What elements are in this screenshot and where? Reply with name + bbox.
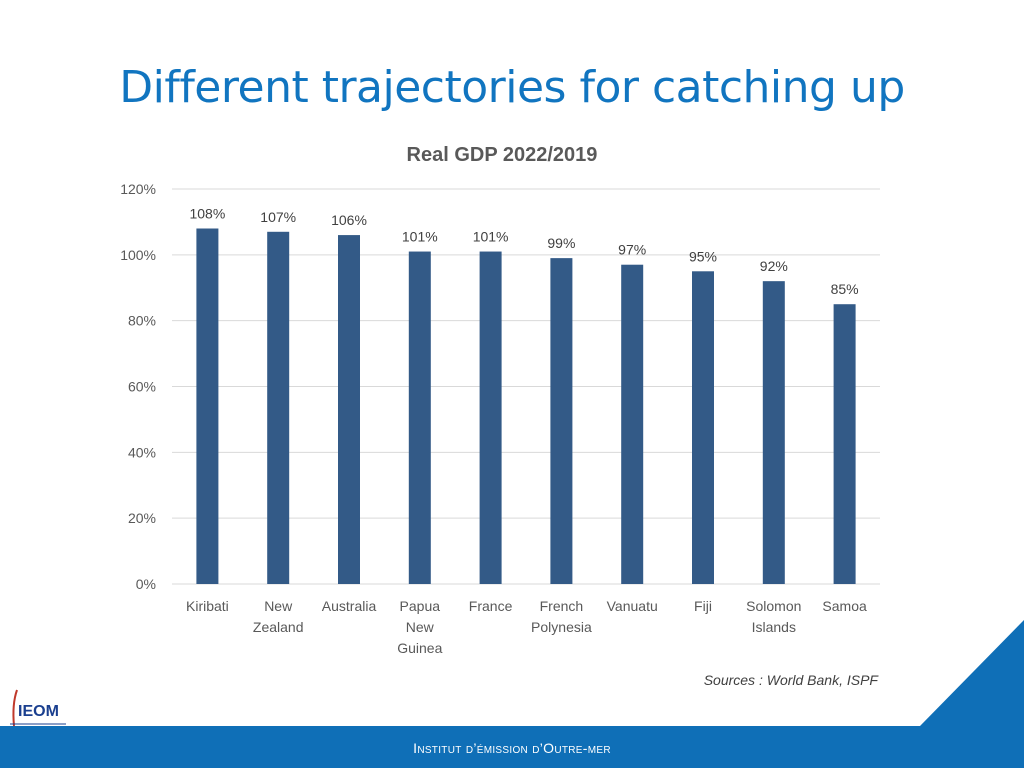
data-label: 99% [547,235,575,251]
x-tick-label: Solomon Islands [746,598,801,635]
footer-text: Institut d’émission d’Outre-mer [413,740,611,756]
logo-mark [10,689,66,727]
data-labels: 108% 107% 106% 101% 101% 99% 97% 95% 92% 85% [189,206,858,298]
data-label: 95% [689,248,717,264]
x-tick-label: France [469,598,513,614]
y-tick-label: 60% [128,379,156,395]
data-label: 107% [260,209,296,225]
slide-title: Different trajectories for catching up [119,62,905,113]
bar [692,271,714,584]
y-tick-label: 20% [128,510,156,526]
data-label: 92% [760,258,788,274]
logo-text: IEOM [18,703,59,720]
x-tick-label: French Polynesia [531,598,592,635]
data-label: 106% [331,212,367,228]
y-axis-ticks: 0% 20% 40% 60% 80% 100% 120% [120,181,156,592]
y-tick-label: 80% [128,313,156,329]
x-tick-label: Samoa [822,598,867,614]
bar [833,304,856,584]
bar [267,231,290,584]
x-axis-ticks: Kiribati New Zealand Australia Papua New Guine… [186,598,867,656]
y-tick-label: 100% [120,247,156,263]
y-tick-label: 120% [120,181,156,197]
corner-triangle [920,620,1024,726]
bar [196,228,219,584]
bar [338,235,360,585]
data-label: 85% [831,281,859,297]
x-tick-label: Vanuatu [607,598,658,614]
bar [408,251,431,584]
x-tick-label: Australia [322,598,377,614]
y-tick-label: 40% [128,444,156,460]
bar [479,251,502,584]
sources-note: Sources : World Bank, ISPF [703,672,878,688]
bar [762,281,785,584]
x-tick-label: Fiji [694,598,712,614]
x-tick-label: New Zealand [253,598,304,635]
x-tick-label: Papua New Guinea [397,598,442,656]
gridlines [172,188,880,585]
x-tick-label: Kiribati [186,598,229,614]
data-label: 101% [402,229,438,245]
data-label: 101% [473,229,509,245]
bar [550,258,573,584]
footer-band [0,726,1024,768]
y-tick-label: 0% [136,576,156,592]
data-label: 97% [618,242,646,258]
bars [196,228,856,585]
bar-chart: 0%20%40%60%80%100%120% 108% 107% 106%101% 1… [120,181,880,656]
bar [621,264,644,584]
data-label: 108% [189,206,225,222]
chart-title: Real GDP 2022/2019 [406,144,598,166]
